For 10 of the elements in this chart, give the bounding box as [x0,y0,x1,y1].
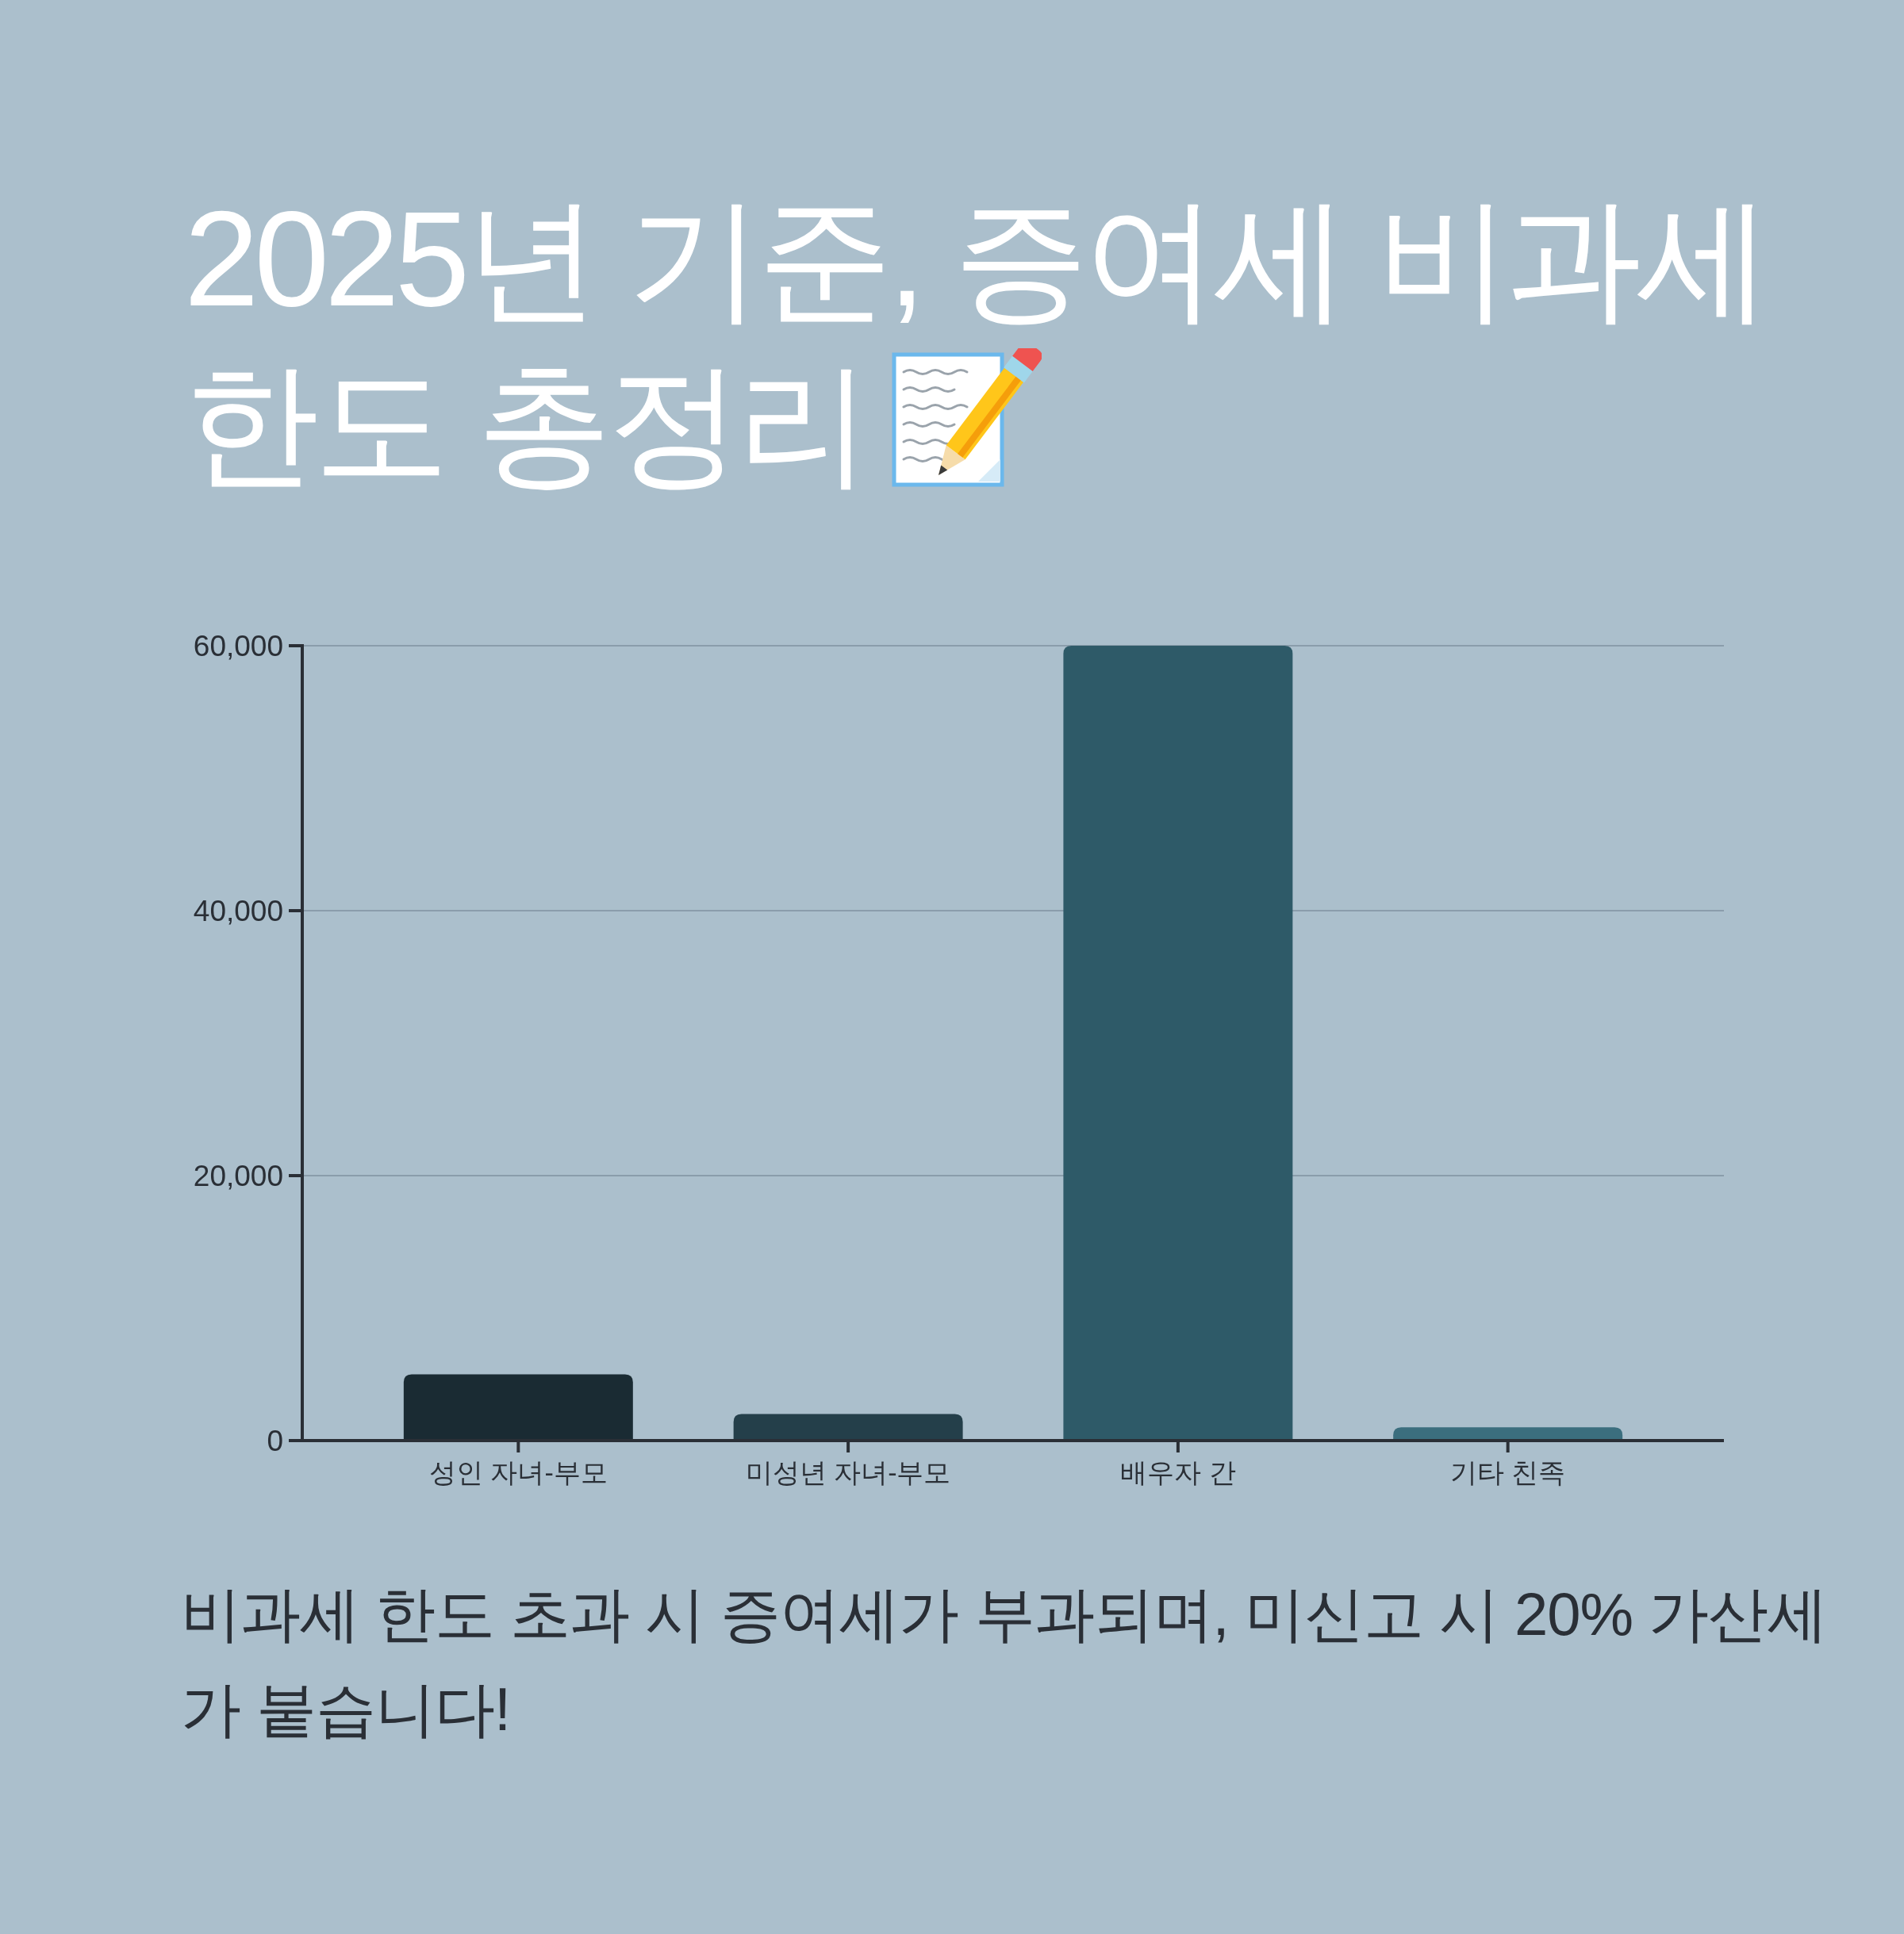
chart-title: 2025년 기준, 증여세 비과세 한도 총정리 [184,183,1768,499]
y-tick-label: 20,000 [193,1159,283,1192]
text: 비과세 한도 초과 시 증여세가 부과되며, 미신고 시 20% 가산세가 붙습니다! [181,1579,1829,1744]
x-tick-label: 배우자 간 [1120,1457,1236,1487]
x-tick-label: 미성년 자녀-부모 [745,1457,951,1487]
y-tick-label: 60,000 [193,629,283,662]
x-tick-label: 성인 자녀-부모 [428,1457,608,1487]
y-tick-label: 40,000 [193,894,283,927]
y-tick-label: 0 [267,1424,283,1457]
x-tick-label: 기타 친족 [1449,1457,1566,1487]
